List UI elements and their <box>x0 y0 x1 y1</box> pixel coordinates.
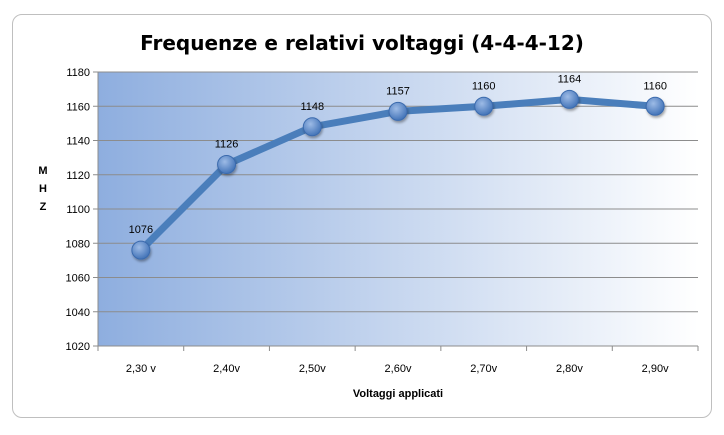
data-label: 1164 <box>558 73 582 85</box>
data-point <box>388 101 408 121</box>
y-tick-label: 1060 <box>66 273 90 285</box>
data-point <box>559 89 579 109</box>
data-label: 1157 <box>386 85 410 97</box>
y-tick-label: 1040 <box>66 307 90 319</box>
y-axis-title-letter: M <box>38 165 47 177</box>
x-axis-title: Voltaggi applicati <box>353 388 443 400</box>
series-line-group <box>131 89 665 260</box>
x-tick-label: 2,50v <box>299 363 326 375</box>
y-axis-ticks: 1020 1040 1060 1080 1100 1120 1140 1160 1180 <box>66 67 90 353</box>
y-axis-title-letter: Z <box>40 201 47 213</box>
y-tick-label: 1080 <box>66 238 90 250</box>
x-axis-ticks: 2,30 v 2,40v 2,50v 2,60v 2,70v 2,80v 2,90v <box>126 363 669 375</box>
data-label: 1160 <box>472 80 496 92</box>
x-tick-label: 2,60v <box>385 363 412 375</box>
y-tick-label: 1140 <box>66 136 90 148</box>
chart-title: Frequenze e relativi voltaggi (4-4-4-12) <box>140 31 584 55</box>
data-label: 1076 <box>129 224 153 236</box>
y-tick-label: 1100 <box>66 204 90 216</box>
data-point <box>645 96 665 116</box>
y-tick-label: 1180 <box>66 67 90 79</box>
data-label: 1148 <box>300 101 324 113</box>
y-axis-title-letter: H <box>39 183 47 195</box>
y-tick-label: 1020 <box>66 341 90 353</box>
data-label: 1126 <box>215 138 239 150</box>
y-tick-label: 1120 <box>66 170 90 182</box>
y-axis-title: MHZ <box>38 165 47 213</box>
data-label: 1160 <box>643 80 667 92</box>
data-point <box>217 154 237 174</box>
data-point <box>131 240 151 260</box>
y-tick-label: 1160 <box>66 101 90 113</box>
data-point <box>302 117 322 137</box>
data-labels: 1076 1126 1148 1157 1160 1164 1160 <box>129 73 667 236</box>
data-point <box>474 96 494 116</box>
x-tick-label: 2,80v <box>556 363 583 375</box>
x-tick-label: 2,90v <box>642 363 669 375</box>
x-tick-label: 2,40v <box>213 363 240 375</box>
x-tick-label: 2,70v <box>470 363 497 375</box>
x-tick-label: 2,30 v <box>126 363 156 375</box>
